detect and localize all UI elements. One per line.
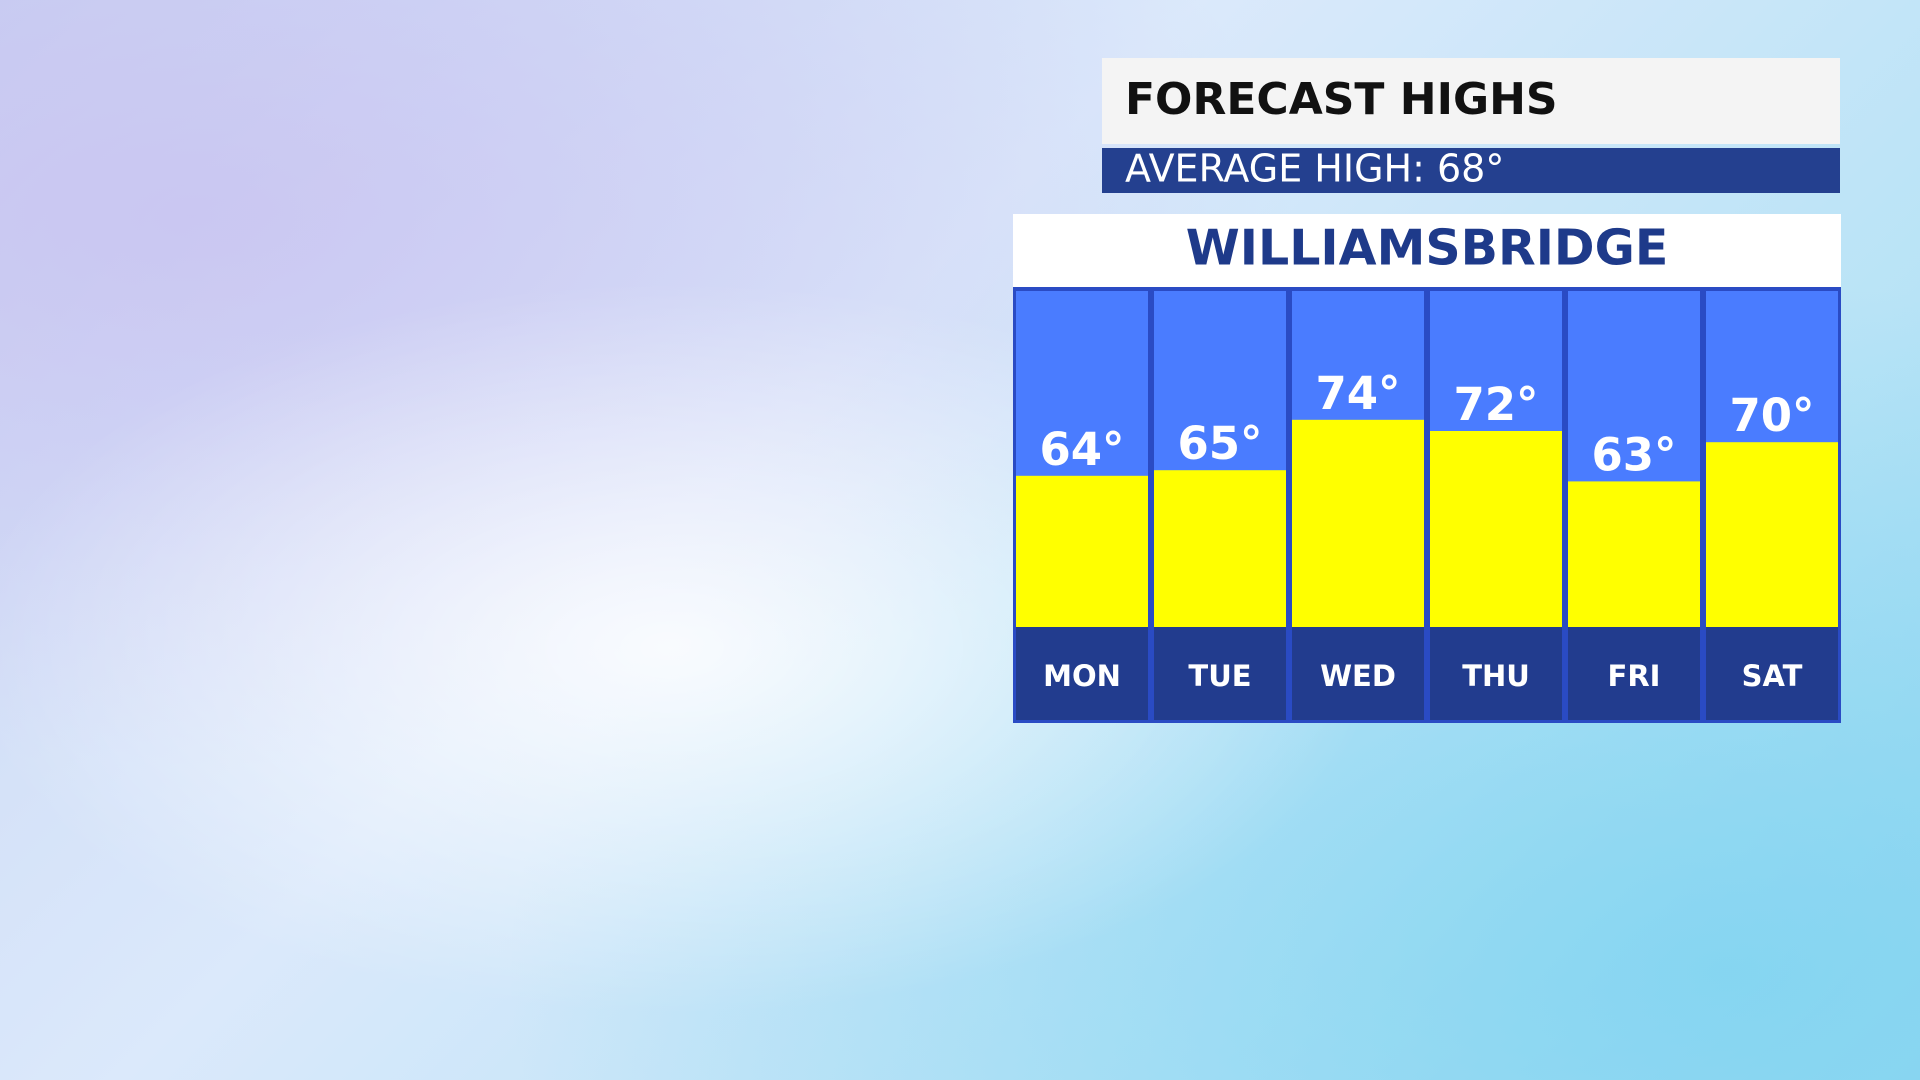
title-box (1102, 58, 1840, 144)
x-tick-label: FRI (1608, 659, 1661, 693)
value-label: 70° (1729, 389, 1814, 442)
bar (1430, 431, 1562, 627)
bar (1706, 442, 1838, 627)
day-box (1154, 627, 1286, 720)
x-tick-label: SAT (1742, 659, 1803, 693)
value-label: 63° (1591, 428, 1676, 481)
day-box (1016, 627, 1148, 720)
day-box (1430, 627, 1562, 720)
day-box (1292, 627, 1424, 720)
x-tick-label: WED (1320, 659, 1396, 693)
bar (1016, 475, 1148, 627)
day-box (1706, 627, 1838, 720)
bar (1292, 419, 1424, 627)
bar (1568, 481, 1700, 627)
subtitle-box (1102, 148, 1840, 193)
bar (1154, 470, 1286, 627)
x-tick-label: TUE (1188, 659, 1251, 693)
location: WILLIAMSBRIDGE (1186, 220, 1669, 277)
value-label: 74° (1315, 367, 1400, 420)
day-box (1568, 627, 1700, 720)
chart-frame (1013, 287, 1841, 723)
x-tick-label: MON (1043, 659, 1121, 693)
chart-title: FORECAST HIGHS (1125, 74, 1558, 125)
value-label: 64° (1039, 423, 1124, 476)
x-tick-label: THU (1462, 659, 1530, 693)
location-box (1013, 214, 1841, 287)
value-label: 65° (1177, 417, 1262, 470)
chart-subtitle: AVERAGE HIGH: 68° (1125, 147, 1504, 191)
value-label: 72° (1453, 378, 1538, 431)
